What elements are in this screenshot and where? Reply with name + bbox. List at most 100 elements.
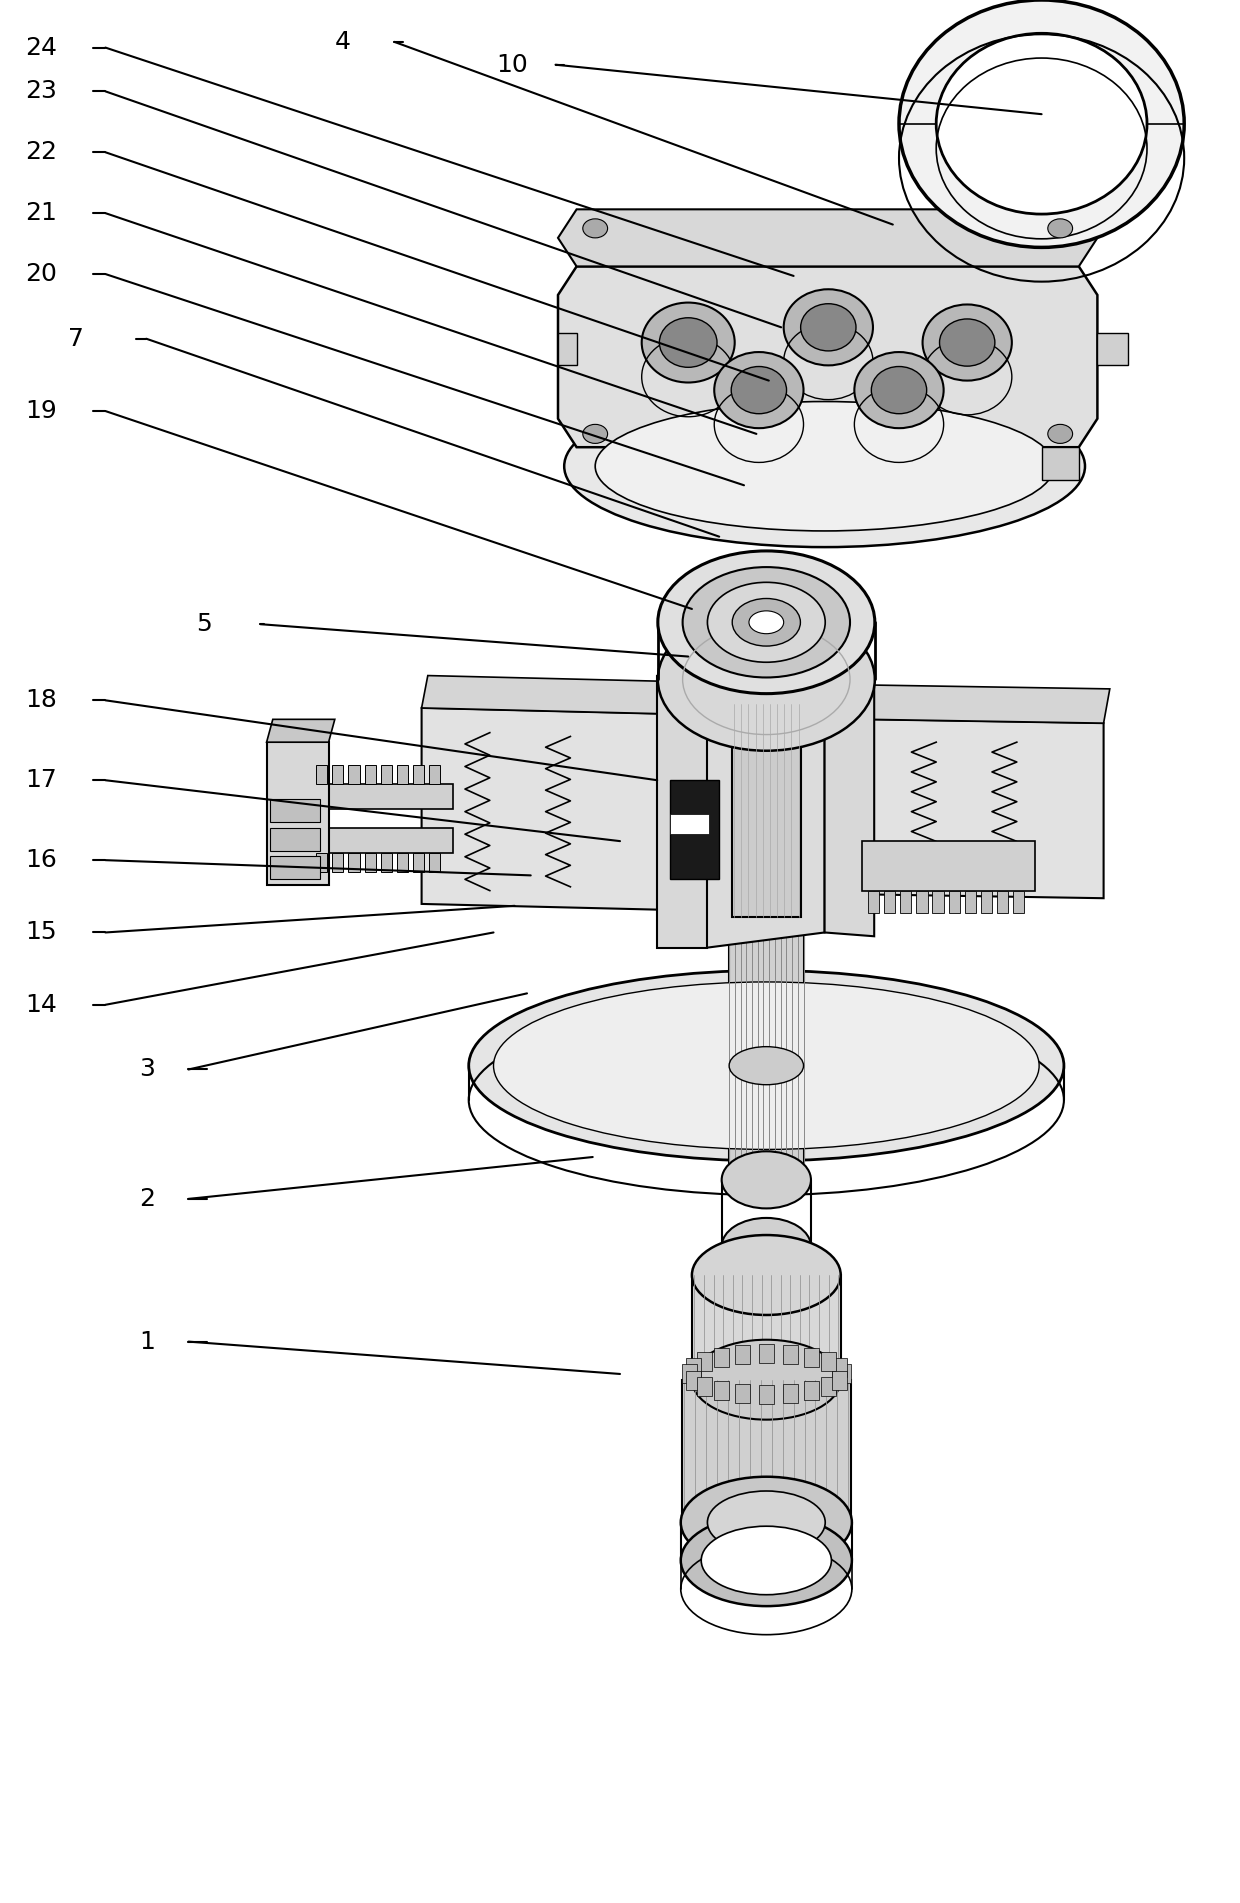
Ellipse shape (595, 402, 1054, 531)
Text: 21: 21 (25, 202, 57, 225)
Polygon shape (997, 891, 1008, 913)
Ellipse shape (923, 304, 1012, 381)
Polygon shape (348, 765, 360, 784)
Polygon shape (836, 1364, 851, 1383)
Polygon shape (348, 853, 360, 872)
Polygon shape (413, 853, 424, 872)
Polygon shape (707, 676, 825, 948)
Ellipse shape (494, 982, 1039, 1149)
Polygon shape (732, 657, 801, 676)
Polygon shape (270, 856, 320, 879)
Ellipse shape (707, 582, 826, 662)
Ellipse shape (583, 424, 608, 443)
Text: 15: 15 (25, 921, 57, 944)
Text: 10: 10 (496, 53, 528, 76)
Polygon shape (657, 676, 707, 948)
Ellipse shape (564, 384, 1085, 548)
Polygon shape (397, 853, 408, 872)
Polygon shape (1042, 447, 1079, 480)
Polygon shape (735, 1383, 750, 1403)
Text: 2: 2 (139, 1187, 155, 1210)
Polygon shape (270, 799, 320, 822)
Polygon shape (759, 1344, 774, 1363)
Polygon shape (332, 853, 343, 872)
Ellipse shape (707, 1492, 826, 1553)
Polygon shape (332, 765, 343, 784)
Polygon shape (932, 891, 944, 913)
Text: 20: 20 (25, 263, 57, 285)
Ellipse shape (732, 598, 801, 645)
Polygon shape (821, 1353, 836, 1372)
Polygon shape (682, 1364, 697, 1383)
Polygon shape (422, 708, 657, 910)
Polygon shape (381, 853, 392, 872)
Text: 23: 23 (25, 80, 57, 103)
Ellipse shape (899, 0, 1184, 247)
Polygon shape (862, 841, 1035, 891)
Polygon shape (729, 666, 804, 1180)
Ellipse shape (722, 1218, 811, 1275)
Text: 19: 19 (25, 400, 57, 422)
Text: 18: 18 (25, 689, 57, 712)
Ellipse shape (729, 1047, 804, 1085)
Polygon shape (782, 1383, 797, 1403)
Ellipse shape (692, 1235, 841, 1315)
Ellipse shape (714, 352, 804, 428)
Ellipse shape (682, 567, 851, 677)
Polygon shape (981, 891, 992, 913)
Polygon shape (682, 1380, 851, 1522)
Polygon shape (310, 784, 453, 809)
Polygon shape (267, 719, 335, 742)
Polygon shape (868, 891, 879, 913)
Polygon shape (732, 704, 801, 917)
Text: 14: 14 (25, 993, 57, 1016)
Ellipse shape (801, 304, 856, 350)
Ellipse shape (1048, 424, 1073, 443)
Polygon shape (558, 266, 1097, 447)
Polygon shape (670, 814, 709, 834)
Text: 16: 16 (25, 849, 57, 872)
Polygon shape (670, 780, 719, 879)
Polygon shape (714, 1382, 729, 1401)
Polygon shape (413, 765, 424, 784)
Text: 3: 3 (139, 1058, 155, 1081)
Ellipse shape (692, 1340, 841, 1420)
Text: 24: 24 (25, 36, 57, 59)
Polygon shape (714, 1347, 729, 1366)
Polygon shape (270, 828, 320, 851)
Polygon shape (868, 719, 1104, 898)
Text: 4: 4 (335, 30, 351, 53)
Polygon shape (825, 681, 874, 936)
Text: 17: 17 (25, 769, 57, 792)
Polygon shape (429, 765, 440, 784)
Ellipse shape (701, 1526, 831, 1595)
Polygon shape (692, 1275, 841, 1380)
Ellipse shape (657, 609, 874, 750)
Polygon shape (267, 742, 329, 885)
Polygon shape (735, 1345, 750, 1364)
Polygon shape (686, 1359, 701, 1378)
Polygon shape (1013, 891, 1024, 913)
Ellipse shape (1048, 219, 1073, 238)
Text: 7: 7 (68, 327, 84, 350)
Ellipse shape (657, 550, 874, 693)
Polygon shape (804, 1347, 818, 1366)
Polygon shape (804, 1382, 818, 1401)
Polygon shape (316, 765, 327, 784)
Polygon shape (832, 1359, 847, 1378)
Ellipse shape (583, 219, 608, 238)
Polygon shape (365, 765, 376, 784)
Polygon shape (422, 676, 663, 714)
Polygon shape (429, 853, 440, 872)
Ellipse shape (660, 318, 717, 367)
Polygon shape (558, 333, 577, 365)
Polygon shape (965, 891, 976, 913)
Ellipse shape (854, 352, 944, 428)
Polygon shape (868, 685, 1110, 723)
Text: 22: 22 (25, 141, 57, 164)
Ellipse shape (681, 1477, 852, 1568)
Polygon shape (397, 765, 408, 784)
Polygon shape (365, 853, 376, 872)
Polygon shape (686, 1370, 701, 1389)
Polygon shape (821, 1376, 836, 1395)
